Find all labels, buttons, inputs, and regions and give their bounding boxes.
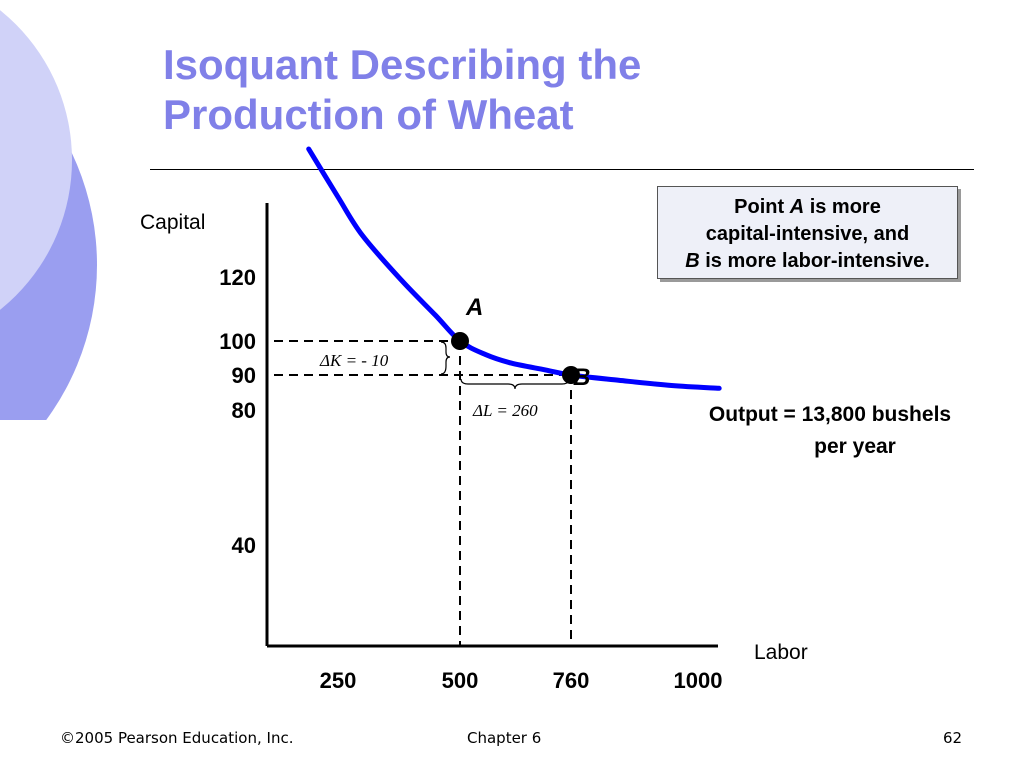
callout-line-3: B is more labor-intensive. (658, 248, 957, 275)
callout-line-2: capital-intensive, and (705, 223, 910, 245)
y-tick-label: 80 (232, 398, 256, 423)
callout-text: is more labor-intensive. (699, 250, 930, 272)
y-tick-label: 120 (219, 265, 256, 290)
callout-point-a: A (789, 196, 805, 218)
callout-text: Point (734, 196, 790, 218)
footer-chapter: Chapter 6 (467, 729, 542, 747)
footer-copyright: ©2005 Pearson Education, Inc. (60, 729, 294, 747)
callout-text: is more (804, 196, 881, 218)
delta-k-label: ΔK = - 10 (319, 351, 389, 370)
y-axis-label: Capital (140, 211, 205, 234)
x-tick-label: 500 (442, 668, 479, 693)
chart-points: AB (451, 294, 590, 391)
x-tick-label: 250 (320, 668, 357, 693)
slide-title: Isoquant Describing the Production of Wh… (163, 40, 641, 140)
chart-axes (265, 203, 718, 648)
title-line-2: Production of Wheat (163, 91, 574, 138)
delta-l-brace (460, 378, 570, 390)
y-tick-label: 90 (232, 363, 256, 388)
x-axis-label: Labor (754, 641, 808, 664)
point-b-marker (562, 366, 580, 384)
decor-circle-light (0, 10, 72, 310)
y-tick-label: 100 (219, 329, 256, 354)
delta-l-label: ΔL = 260 (472, 401, 538, 420)
footer-page-number: 62 (943, 729, 963, 747)
y-tick-labels: 120 100 90 80 40 (219, 265, 256, 558)
point-a-marker (451, 332, 469, 350)
delta-k-brace (440, 341, 451, 375)
series-label-line-2: per year (814, 435, 896, 458)
series-label-line-1: Output = 13,800 bushels (709, 403, 951, 426)
y-tick-label: 40 (232, 533, 256, 558)
callout-point-b: B (685, 250, 700, 272)
point-a-label: A (465, 294, 483, 321)
x-tick-labels: 250 500 760 1000 (320, 668, 723, 693)
decorative-circles (0, 10, 97, 420)
delta-braces (440, 341, 570, 390)
x-tick-label: 1000 (674, 668, 723, 693)
callout-line-1: Point A is more (658, 194, 957, 221)
point-b-label: B (573, 364, 590, 391)
title-divider (150, 169, 974, 170)
callout-box: Point A is more capital-intensive, and B… (657, 186, 958, 279)
x-tick-label: 760 (553, 668, 590, 693)
guide-lines (274, 340, 572, 646)
isoquant-curve (306, 146, 722, 391)
title-line-1: Isoquant Describing the (163, 41, 642, 88)
